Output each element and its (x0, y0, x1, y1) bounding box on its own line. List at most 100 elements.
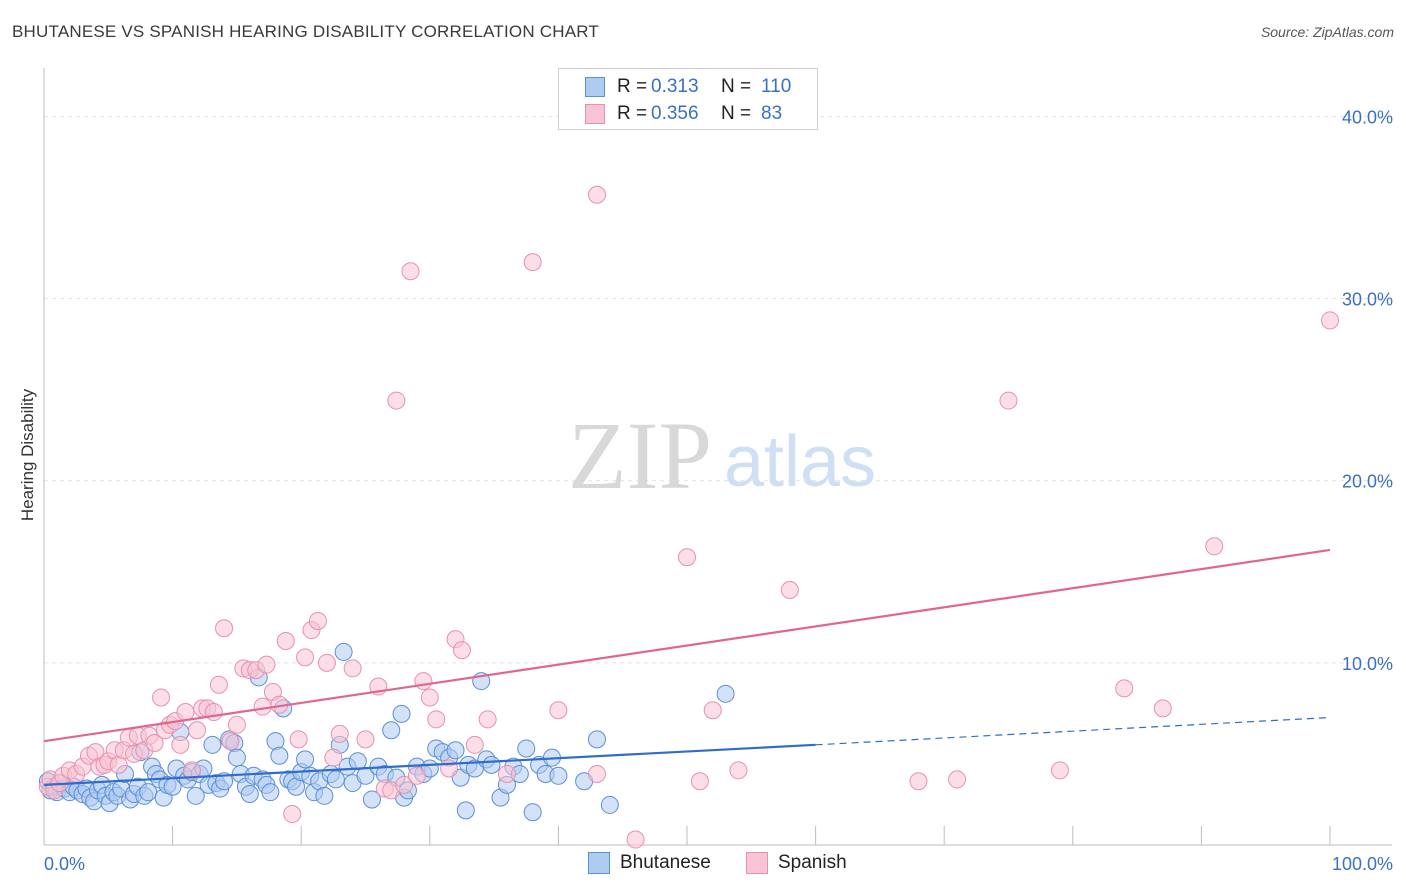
r-value: 0.313 (651, 76, 699, 97)
watermark-zip: ZIP (568, 402, 712, 509)
trend-line-spanish (43, 548, 1331, 743)
data-point (523, 253, 542, 272)
r-label: R = (617, 103, 648, 124)
data-point (600, 795, 619, 814)
data-point (186, 786, 205, 805)
data-point (203, 735, 222, 754)
data-point (308, 611, 327, 630)
data-point (188, 721, 207, 740)
data-point (549, 701, 568, 720)
data-point (420, 688, 439, 707)
bhutanese-swatch (585, 77, 605, 97)
y-tick-label: 10.0% (1342, 654, 1393, 674)
data-point (456, 801, 475, 820)
data-point (395, 775, 414, 794)
n-label: N = (721, 103, 752, 124)
data-point (362, 790, 381, 809)
tick-labels: 10.0% 20.0% 30.0% 40.0% 0.0% 100.0% (44, 107, 1393, 874)
data-point (315, 786, 334, 805)
trend-line-bhutanese-projection (815, 716, 1331, 746)
watermark-atlas: atlas (724, 422, 876, 502)
data-point (446, 741, 465, 760)
data-point (1321, 311, 1339, 330)
data-point (587, 730, 606, 749)
x-tick-label-max: 100.0% (1332, 854, 1393, 874)
data-point (330, 724, 349, 743)
n-label: N = (721, 76, 752, 97)
data-point (382, 721, 401, 740)
legend-item-spanish: Spanish (746, 852, 847, 874)
stats-row-spanish: R = 0.356 N = 83 (585, 102, 782, 126)
n-value: 83 (761, 103, 783, 124)
y-tick-label: 20.0% (1342, 472, 1393, 492)
legend-item-bhutanese: Bhutanese (588, 852, 711, 874)
stats-row-bhutanese: R = 0.313 N = 110 (585, 75, 791, 99)
data-point (729, 761, 748, 780)
source-label: Source: ZipAtlas.com (1260, 24, 1394, 40)
data-point (401, 262, 420, 281)
data-point (324, 748, 343, 767)
data-point (257, 655, 276, 674)
data-point (334, 642, 353, 661)
data-point (209, 675, 228, 694)
data-point (221, 732, 240, 751)
data-point (296, 750, 315, 769)
data-point (145, 734, 164, 752)
data-point (452, 641, 471, 660)
data-point (348, 752, 367, 771)
trend-line-bhutanese (43, 743, 816, 786)
data-point (948, 770, 967, 789)
data-point (716, 684, 735, 703)
data-point (182, 761, 201, 780)
data-point (478, 710, 497, 729)
data-point (392, 704, 411, 723)
data-point (517, 739, 536, 758)
series-spanish (38, 185, 1339, 849)
data-point (317, 653, 336, 672)
data-point (289, 730, 308, 749)
data-point (227, 715, 246, 734)
chart-title: BHUTANESE VS SPANISH HEARING DISABILITY … (12, 22, 600, 41)
data-point (270, 746, 289, 765)
axes (43, 68, 1392, 846)
stats-legend: R = 0.313 N = 110 R = 0.356 N = 83 (558, 68, 818, 130)
data-point (171, 735, 190, 754)
data-point (215, 619, 234, 638)
data-point (283, 805, 302, 824)
bhutanese-legend-swatch (588, 852, 610, 874)
data-point (678, 548, 696, 567)
data-point (152, 688, 171, 707)
grid-lines (44, 115, 1392, 664)
trend-lines (43, 548, 1331, 786)
r-label: R = (617, 76, 648, 97)
y-axis-label: Hearing Disability (18, 388, 37, 521)
data-point (549, 766, 568, 785)
x-tick-label-min: 0.0% (44, 854, 85, 874)
data-point (427, 710, 446, 729)
y-tick-label: 30.0% (1342, 290, 1393, 310)
data-point (261, 783, 280, 802)
y-tick-label: 40.0% (1342, 107, 1393, 127)
data-point (587, 185, 606, 204)
spanish-legend-swatch (746, 852, 768, 874)
data-point (1115, 679, 1134, 698)
spanish-swatch (585, 104, 605, 124)
data-point (343, 659, 362, 678)
data-point (497, 764, 516, 783)
data-point (1050, 761, 1069, 780)
data-point (1153, 699, 1172, 718)
data-point (909, 772, 928, 791)
data-point (703, 701, 722, 720)
data-point (523, 803, 542, 822)
data-point (240, 785, 259, 803)
data-point (407, 766, 426, 785)
data-point (176, 703, 195, 722)
data-point (780, 581, 799, 599)
r-value: 0.356 (651, 103, 699, 124)
data-point (465, 735, 484, 754)
data-point (253, 697, 272, 716)
data-point (387, 391, 406, 410)
data-point (414, 672, 433, 691)
data-point (356, 730, 375, 749)
